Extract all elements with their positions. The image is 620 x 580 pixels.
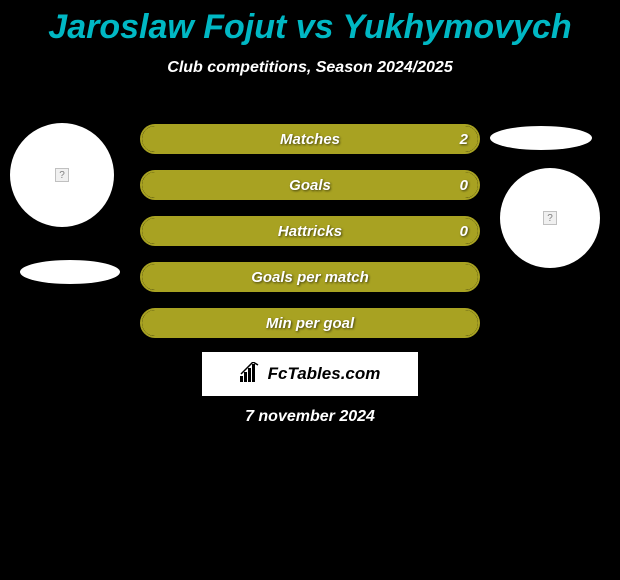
stat-label: Goals per match [142,264,478,290]
shadow-right [490,126,592,150]
brand-text: FcTables.com [268,364,381,384]
stat-row-goals: Goals 0 [140,170,480,200]
stat-label: Matches [142,126,478,152]
stat-row-gpm: Goals per match [140,262,480,292]
stats-container: Matches 2 Goals 0 Hattricks 0 Goals per … [140,124,480,354]
stat-row-mpg: Min per goal [140,308,480,338]
stat-row-matches: Matches 2 [140,124,480,154]
stat-value-right: 0 [460,172,468,198]
avatar-right-wrap [500,168,600,268]
stat-label: Goals [142,172,478,198]
avatar-left [10,123,114,227]
placeholder-icon [543,211,557,225]
stat-label: Hattricks [142,218,478,244]
date-text: 7 november 2024 [0,408,620,426]
stat-row-hattricks: Hattricks 0 [140,216,480,246]
shadow-left [20,260,120,284]
page-title: Jaroslaw Fojut vs Yukhymovych [0,0,620,47]
avatar-right [500,168,600,268]
subtitle: Club competitions, Season 2024/2025 [0,59,620,77]
brand-box: FcTables.com [202,352,418,396]
stat-label: Min per goal [142,310,478,336]
chart-icon [240,362,262,387]
stat-value-right: 2 [460,126,468,152]
avatar-left-wrap [10,123,114,227]
placeholder-icon [55,168,69,182]
stat-value-right: 0 [460,218,468,244]
